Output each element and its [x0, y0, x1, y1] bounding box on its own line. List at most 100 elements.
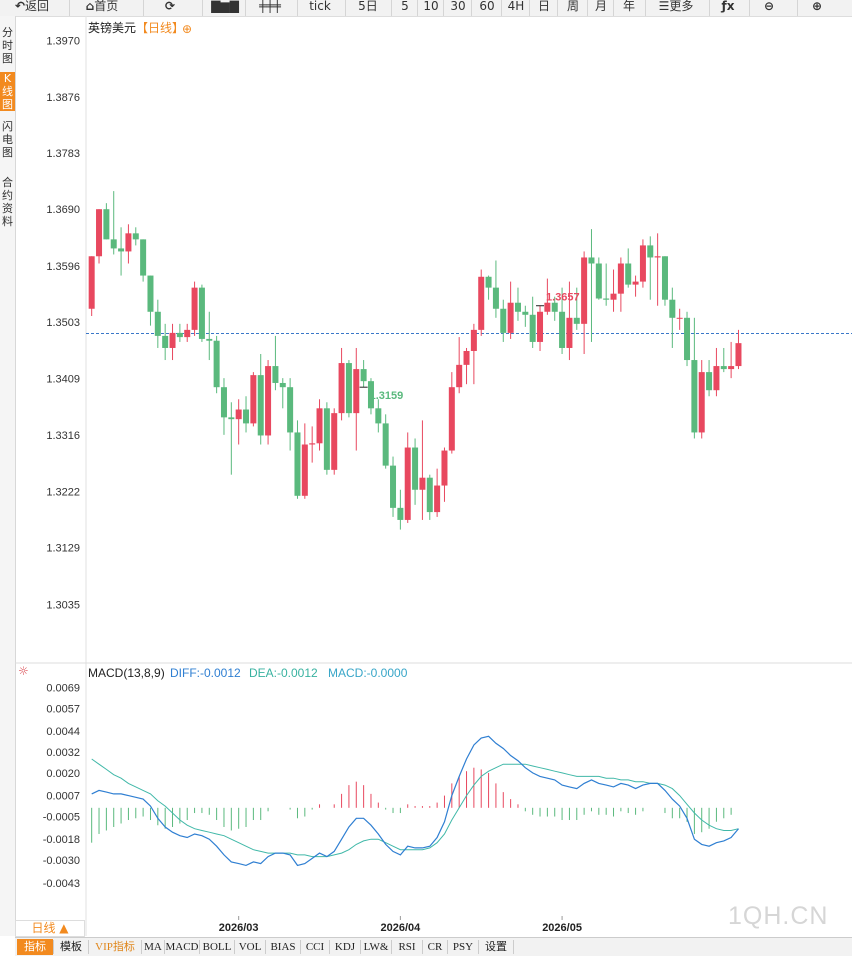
toolbar-item-8[interactable]: 10 — [420, 0, 442, 15]
candle-body — [617, 263, 624, 294]
tab-separator — [300, 940, 301, 954]
toolbar-item-0[interactable]: ↶返回 — [4, 0, 60, 15]
candle-body — [500, 308, 507, 333]
indicator-tab-4[interactable]: MACD — [165, 941, 199, 953]
symbol-title: 英镑美元 — [88, 20, 136, 35]
tab-separator — [88, 940, 89, 954]
candle-body — [404, 447, 411, 520]
candle-body — [463, 350, 470, 365]
indicator-tab-9[interactable]: KDJ — [334, 941, 356, 953]
sidebar-item-3[interactable]: 合约资料 — [2, 176, 13, 228]
toolbar-item-label: 首页 — [94, 0, 119, 13]
indicator-tab-1[interactable]: 模板 — [60, 941, 82, 953]
sidebar-item-2[interactable]: 闪电图 — [2, 120, 13, 159]
candle-body — [551, 302, 558, 312]
macd-tick-label: 0.0069 — [46, 682, 80, 694]
home-icon: ⌂ — [85, 0, 95, 13]
price-tick-label: 1.3503 — [46, 317, 80, 329]
toolbar-item-3[interactable]: ▇▆▇ — [205, 0, 245, 15]
toolbar-item-1[interactable]: ⌂首页 — [72, 0, 132, 15]
price-tick-label: 1.3596 — [46, 261, 80, 273]
toolbar-item-5[interactable]: tick — [300, 0, 340, 15]
toolbar-item-13[interactable]: 周 — [560, 0, 586, 15]
toolbar-item-16[interactable]: ☰更多 — [648, 0, 704, 15]
candle-body — [728, 366, 735, 370]
macd-diff-label: DIFF:-0.0012 — [170, 666, 241, 680]
sidebar-item-0[interactable]: 分时图 — [2, 26, 13, 65]
toolbar-item-18[interactable]: ⊖ — [752, 0, 786, 15]
toolbar-item-11[interactable]: 4H — [504, 0, 528, 15]
candle-body — [309, 443, 316, 445]
toolbar-separator — [749, 0, 750, 16]
candle-body — [559, 311, 566, 348]
candle-body — [331, 413, 338, 470]
candle-body — [169, 332, 176, 348]
indicator-tab-bar: 指标 模板 VIP指标 MA MACD BOLL VOL BIAS CCI KDJ LW& RSI CR… — [15, 937, 852, 956]
indicator-tab-10[interactable]: LW& — [363, 941, 389, 953]
indicator-tab-2[interactable]: VIP指标 — [95, 941, 135, 953]
candle-body — [669, 299, 676, 318]
candle-body — [684, 317, 691, 361]
toolbar-item-12[interactable]: 日 — [532, 0, 556, 15]
tab-separator — [360, 940, 361, 954]
indicator-tab-3[interactable]: MA — [144, 941, 162, 953]
toolbar-item-label: 5 — [401, 0, 409, 13]
candle-body — [544, 302, 551, 312]
toolbar-item-2[interactable]: ⟳ — [146, 0, 194, 15]
indicator-tab-0[interactable]: 指标 — [17, 939, 53, 955]
toolbar-item-10[interactable]: 60 — [474, 0, 500, 15]
candle-body — [228, 417, 235, 420]
toolbar-separator — [557, 0, 558, 16]
toolbar-item-label: 返回 — [25, 0, 50, 13]
toolbar-separator — [501, 0, 502, 16]
toolbar-item-15[interactable]: 年 — [616, 0, 642, 15]
candle-body — [323, 408, 330, 470]
candle-body — [456, 364, 463, 388]
toolbar-item-14[interactable]: 月 — [590, 0, 612, 15]
price-tick-label: 1.3409 — [46, 374, 80, 386]
candle-body — [390, 465, 397, 508]
indicator-tab-13[interactable]: PSY — [452, 941, 474, 953]
candle-body — [478, 276, 485, 330]
candle-body — [198, 287, 205, 339]
macd-dea-label: DEA:-0.0012 — [249, 666, 318, 680]
candle-body — [441, 450, 448, 486]
indicator-tab-5[interactable]: BOLL — [202, 941, 232, 953]
candle-body — [110, 239, 117, 249]
toolbar-item-6[interactable]: 5日 — [348, 0, 388, 15]
candle-body — [625, 263, 632, 285]
candle-body — [676, 317, 683, 319]
period-selector-button[interactable]: 日线 ▲ — [15, 920, 85, 937]
macd-name-label: MACD(13,8,9) — [88, 666, 165, 680]
candle-body — [706, 372, 713, 391]
indicator-tab-11[interactable]: RSI — [398, 941, 416, 953]
candle-body — [147, 275, 154, 312]
toolbar-item-7[interactable]: 5 — [394, 0, 416, 15]
indicator-tab-12[interactable]: CR — [427, 941, 443, 953]
toolbar-item-17[interactable]: ƒx — [712, 0, 744, 15]
toolbar-item-19[interactable]: ⊕ — [800, 0, 834, 15]
zoom-out-icon: ⊖ — [763, 0, 775, 13]
indicator-tab-14[interactable]: 设置 — [485, 941, 507, 953]
candle-body — [220, 387, 227, 418]
candle-body — [338, 363, 345, 414]
candle-body — [566, 317, 573, 348]
candle-body — [360, 369, 367, 382]
zoom-in-icon: ⊕ — [811, 0, 823, 13]
settings-sun-icon[interactable]: ☼ — [18, 664, 29, 678]
indicator-tab-7[interactable]: BIAS — [270, 941, 296, 953]
toolbar-item-4[interactable]: ╪╪╪ — [248, 0, 292, 15]
toolbar-item-label: 30 — [450, 0, 466, 13]
candle-body — [691, 360, 698, 433]
date-tick-label: 2026/03 — [219, 922, 259, 934]
candle-body — [191, 287, 198, 330]
toolbar-separator — [143, 0, 144, 16]
toolbar-item-9[interactable]: 30 — [446, 0, 470, 15]
toolbar-separator — [587, 0, 588, 16]
indicator-tab-6[interactable]: VOL — [238, 941, 262, 953]
indicator-tab-8[interactable]: CCI — [305, 941, 325, 953]
macd-tick-label: 0.0020 — [46, 768, 80, 780]
candle-body — [272, 366, 279, 383]
